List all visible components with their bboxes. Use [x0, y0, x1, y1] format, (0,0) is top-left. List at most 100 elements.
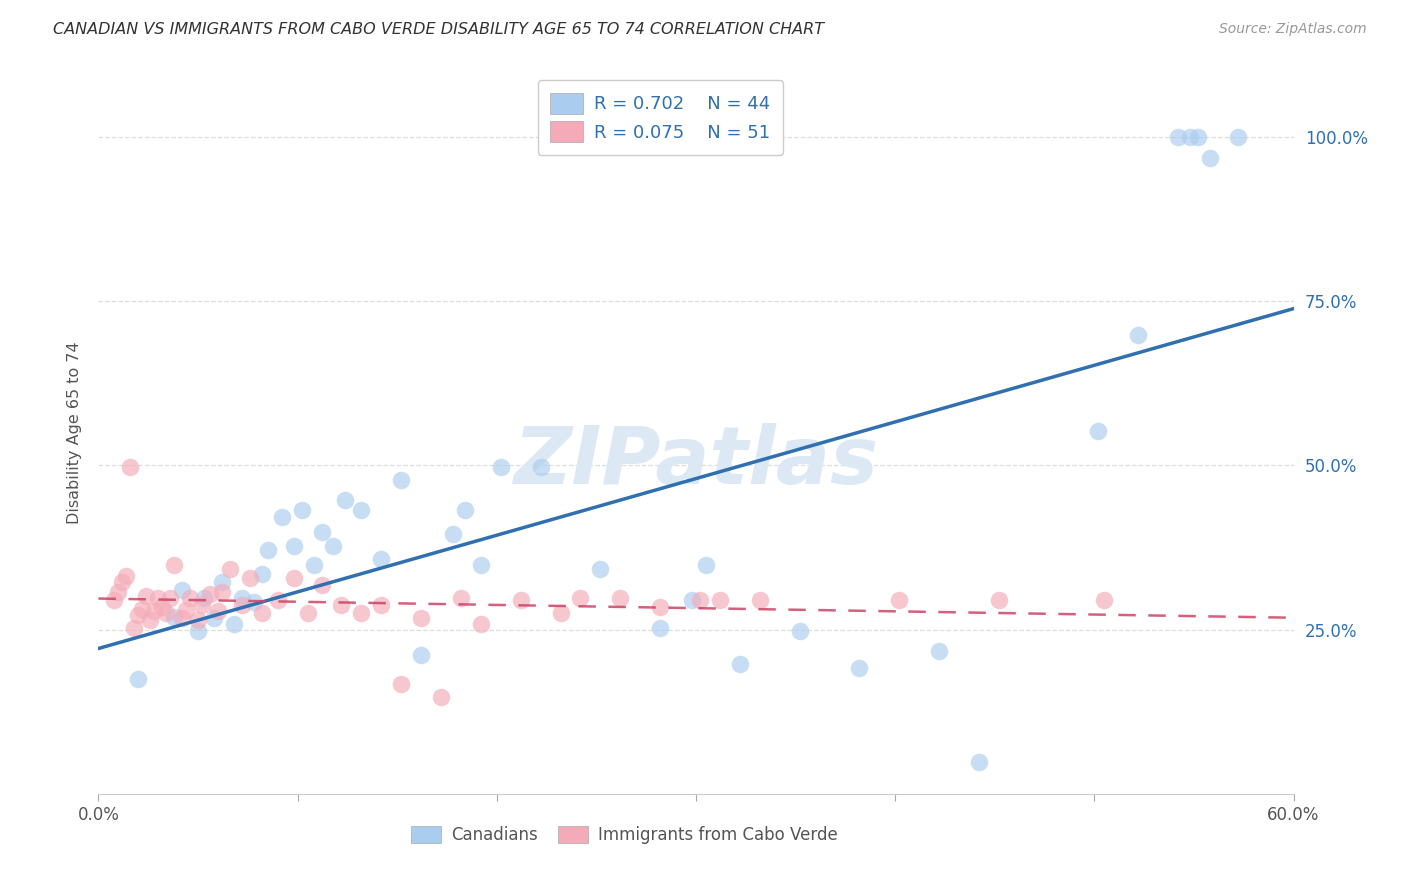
Point	[470, 558, 492, 573]
Point	[609, 591, 631, 606]
Point	[270, 509, 292, 524]
Point	[748, 593, 770, 607]
Point	[193, 591, 215, 606]
Point	[231, 598, 253, 612]
Point	[174, 603, 197, 617]
Point	[389, 676, 412, 690]
Point	[330, 598, 353, 612]
Point	[124, 621, 146, 635]
Point	[1178, 130, 1201, 145]
Point	[150, 599, 173, 614]
Point	[187, 613, 209, 627]
Point	[155, 607, 177, 621]
Point	[207, 604, 229, 618]
Point	[127, 608, 149, 623]
Point	[709, 593, 731, 607]
Point	[143, 604, 166, 618]
Point	[211, 584, 233, 599]
Point	[589, 562, 612, 576]
Point	[1087, 425, 1109, 439]
Point	[250, 607, 273, 621]
Point	[648, 599, 672, 614]
Point	[311, 525, 333, 540]
Point	[1128, 328, 1150, 343]
Point	[120, 459, 142, 474]
Point	[648, 621, 672, 635]
Point	[283, 571, 305, 585]
Point	[267, 593, 290, 607]
Point	[695, 558, 717, 573]
Point	[256, 542, 278, 557]
Point	[789, 624, 811, 638]
Point	[283, 539, 305, 553]
Point	[987, 593, 1010, 607]
Point	[202, 611, 225, 625]
Point	[139, 613, 162, 627]
Y-axis label: Disability Age 65 to 74: Disability Age 65 to 74	[66, 342, 82, 524]
Point	[107, 584, 129, 599]
Point	[1167, 130, 1189, 145]
Point	[411, 648, 433, 662]
Point	[159, 591, 181, 606]
Point	[681, 593, 703, 607]
Point	[509, 593, 531, 607]
Point	[219, 562, 242, 576]
Point	[163, 609, 186, 624]
Point	[454, 503, 477, 517]
Point	[928, 643, 950, 657]
Point	[411, 611, 433, 625]
Point	[530, 459, 553, 474]
Point	[211, 575, 233, 590]
Point	[179, 591, 201, 606]
Point	[430, 690, 453, 704]
Point	[370, 598, 392, 612]
Point	[115, 569, 138, 583]
Point	[187, 624, 209, 638]
Point	[550, 607, 572, 621]
Point	[297, 607, 319, 621]
Point	[135, 589, 157, 603]
Text: Source: ZipAtlas.com: Source: ZipAtlas.com	[1219, 22, 1367, 37]
Point	[111, 575, 134, 590]
Point	[172, 583, 194, 598]
Point	[1092, 593, 1115, 607]
Point	[172, 611, 194, 625]
Text: ZIPatlas: ZIPatlas	[513, 423, 879, 500]
Point	[335, 492, 357, 507]
Point	[231, 591, 253, 606]
Point	[191, 598, 214, 612]
Text: CANADIAN VS IMMIGRANTS FROM CABO VERDE DISABILITY AGE 65 TO 74 CORRELATION CHART: CANADIAN VS IMMIGRANTS FROM CABO VERDE D…	[53, 22, 824, 37]
Point	[131, 601, 153, 615]
Point	[350, 607, 373, 621]
Point	[1187, 130, 1209, 145]
Point	[1199, 151, 1222, 165]
Point	[728, 657, 751, 671]
Point	[350, 503, 373, 517]
Point	[311, 578, 333, 592]
Point	[163, 558, 186, 573]
Point	[148, 591, 170, 606]
Point	[250, 566, 273, 581]
Point	[470, 617, 492, 632]
Point	[489, 459, 512, 474]
Point	[889, 593, 911, 607]
Point	[103, 593, 125, 607]
Point	[848, 661, 870, 675]
Point	[569, 591, 592, 606]
Point	[441, 527, 464, 541]
Point	[198, 586, 221, 600]
Point	[689, 593, 711, 607]
Point	[243, 595, 266, 609]
Point	[967, 756, 990, 770]
Point	[291, 503, 314, 517]
Point	[127, 672, 149, 686]
Point	[450, 591, 472, 606]
Point	[370, 551, 392, 566]
Point	[239, 571, 262, 585]
Point	[322, 539, 344, 553]
Point	[389, 473, 412, 487]
Legend: Canadians, Immigrants from Cabo Verde: Canadians, Immigrants from Cabo Verde	[405, 819, 844, 851]
Point	[302, 558, 325, 573]
Point	[222, 617, 245, 632]
Point	[1226, 130, 1249, 145]
